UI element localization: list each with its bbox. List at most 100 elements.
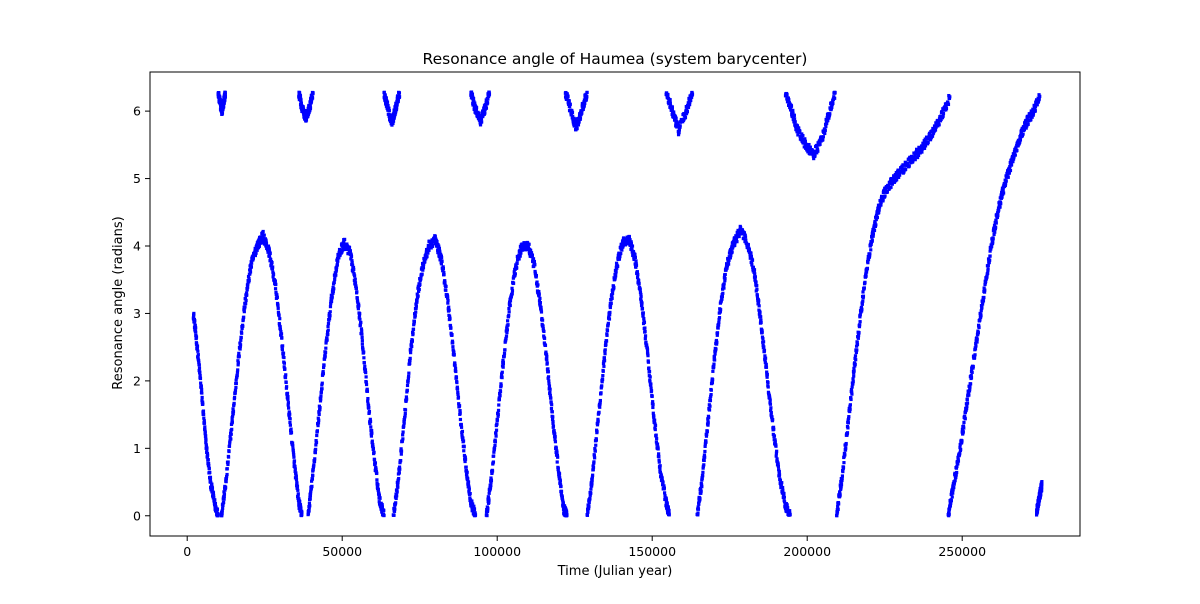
data-point	[620, 248, 624, 252]
data-point	[887, 184, 891, 188]
data-point	[330, 295, 334, 299]
data-point	[831, 101, 835, 106]
data-point	[292, 455, 296, 459]
data-point	[234, 378, 238, 382]
data-point	[653, 423, 658, 428]
data-point	[399, 459, 403, 463]
data-point	[996, 210, 1000, 214]
data-point	[202, 421, 207, 425]
data-point	[233, 391, 237, 395]
data-point	[421, 268, 425, 272]
data-point	[1037, 93, 1041, 97]
data-point	[716, 326, 720, 330]
data-point	[423, 260, 427, 264]
data-point	[686, 105, 691, 110]
data-point	[734, 234, 738, 238]
data-point	[372, 450, 376, 454]
data-point	[323, 355, 327, 359]
data-point	[853, 354, 858, 358]
data-point	[246, 282, 250, 286]
data-point	[735, 240, 739, 244]
data-point	[627, 235, 631, 239]
data-point	[601, 374, 605, 378]
data-point	[676, 133, 681, 137]
data-point	[436, 248, 440, 252]
data-point	[723, 277, 727, 281]
data-point	[849, 387, 854, 392]
data-point	[589, 491, 593, 495]
data-point	[281, 344, 285, 348]
data-point	[550, 410, 554, 414]
data-point	[608, 305, 612, 310]
data-point	[777, 469, 781, 474]
data-point	[367, 405, 371, 409]
data-point	[545, 358, 549, 362]
data-point	[530, 253, 535, 257]
data-point	[614, 269, 618, 274]
data-point	[243, 305, 247, 309]
data-point	[209, 480, 213, 484]
data-point	[350, 260, 354, 265]
data-point	[387, 108, 391, 113]
data-point	[612, 285, 616, 290]
data-point	[236, 368, 240, 372]
data-point	[715, 342, 719, 346]
data-point	[208, 470, 212, 475]
data-point	[1006, 175, 1010, 179]
data-point	[368, 417, 372, 421]
data-point	[207, 467, 211, 471]
data-point	[202, 412, 206, 417]
data-point	[885, 190, 889, 194]
data-point	[955, 464, 959, 469]
data-point	[810, 149, 815, 153]
data-point	[494, 431, 498, 435]
data-point	[951, 491, 955, 495]
data-point	[783, 500, 787, 504]
data-point	[322, 363, 326, 367]
data-point	[1037, 97, 1041, 101]
data-point	[764, 362, 768, 367]
data-point	[226, 460, 230, 464]
data-point	[462, 445, 466, 449]
data-point	[306, 114, 310, 118]
data-point	[629, 241, 633, 246]
data-point	[951, 488, 955, 492]
data-point	[930, 129, 934, 133]
data-point	[879, 203, 883, 207]
data-segment-15	[664, 90, 695, 137]
data-point	[927, 131, 932, 135]
data-point	[570, 110, 575, 115]
data-point	[839, 484, 843, 489]
data-point	[414, 302, 418, 306]
data-point	[584, 97, 588, 102]
data-point	[768, 398, 772, 402]
data-point	[752, 268, 757, 272]
data-point	[979, 309, 983, 313]
data-point	[912, 151, 916, 155]
data-point	[636, 272, 640, 277]
data-point	[276, 306, 280, 310]
data-point	[291, 444, 295, 448]
data-point	[292, 453, 296, 457]
data-point	[594, 438, 598, 442]
data-point	[594, 443, 598, 447]
data-point	[313, 451, 318, 455]
data-point	[792, 117, 797, 121]
data-point	[464, 465, 468, 469]
data-point	[980, 305, 984, 309]
data-point	[505, 328, 509, 332]
data-point	[757, 304, 761, 308]
data-point	[713, 358, 717, 362]
data-point	[689, 98, 693, 103]
data-point	[777, 468, 781, 472]
data-point	[314, 447, 318, 451]
data-point	[415, 296, 420, 300]
data-point	[873, 219, 877, 224]
data-point	[360, 342, 364, 346]
data-point	[356, 300, 360, 304]
data-point	[194, 326, 198, 330]
data-point	[859, 305, 864, 309]
data-point	[291, 448, 295, 453]
data-point	[396, 97, 400, 102]
data-point	[591, 465, 596, 469]
